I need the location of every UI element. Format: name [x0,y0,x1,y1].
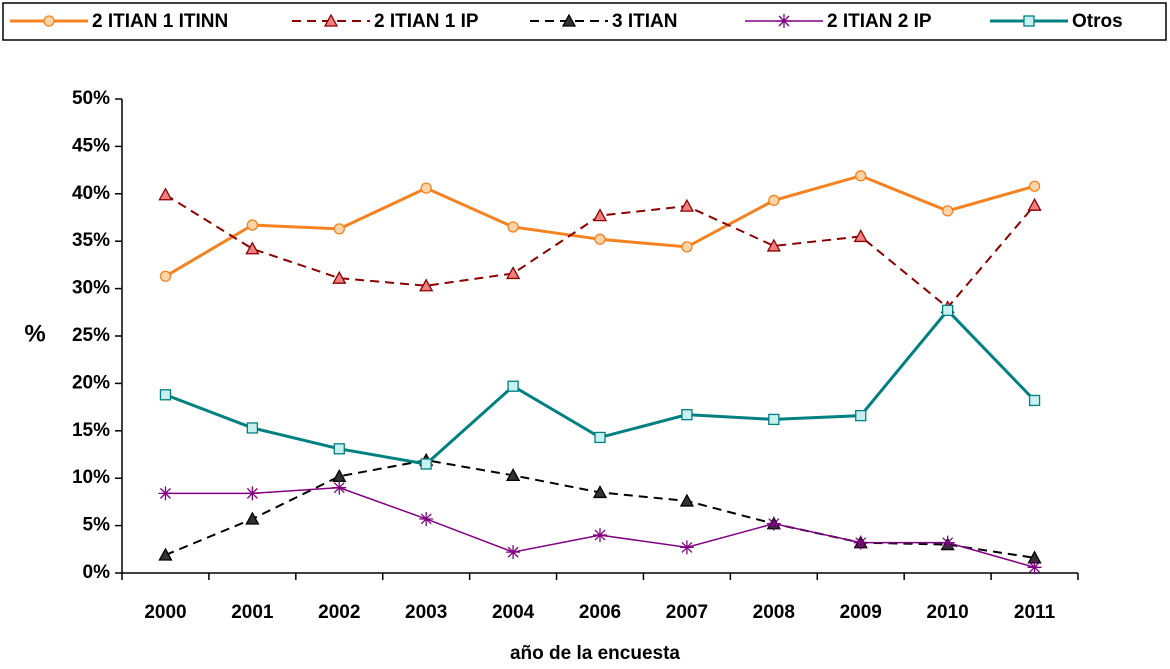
series [159,304,1041,470]
marker [333,443,345,455]
marker [1028,394,1041,407]
x-tick-label: 2009 [840,602,882,623]
y-tick-label: 5% [83,515,111,536]
marker [594,233,606,245]
marker [158,187,173,201]
marker [246,219,259,231]
marker [333,223,345,235]
marker [853,229,868,243]
series-line [164,174,1035,278]
marker [853,535,868,550]
y-tick-label: 0% [83,562,111,583]
x-tick-label: 2006 [579,602,621,623]
series [158,480,1042,575]
marker [941,205,954,217]
marker [245,486,260,501]
y-tick-label: 10% [72,467,110,488]
legend-label: 2 ITIAN 1 ITINN [92,11,228,32]
legend-box [2,2,1167,41]
x-tick-label: 2003 [405,602,447,623]
marker [506,545,521,560]
marker [159,270,172,282]
marker [855,170,867,182]
x-tick-label: 2011 [1014,602,1056,623]
marker [245,511,260,525]
marker [507,380,519,392]
marker [505,467,521,482]
marker [679,493,695,507]
y-tick-label: 40% [72,183,110,204]
marker [594,431,606,444]
marker [940,535,955,550]
marker [246,422,259,434]
marker [419,278,434,292]
legend-label: 2 ITIAN 1 IP [374,11,479,32]
marker [592,485,608,499]
marker [1023,15,1035,27]
marker [681,241,693,253]
marker [679,540,694,555]
marker [1027,197,1042,211]
legend-label: 3 ITIAN [612,11,677,32]
marker [1028,180,1041,192]
marker [505,266,521,280]
marker [43,15,55,27]
marker [768,413,780,426]
marker [855,409,867,422]
marker [1027,560,1042,575]
marker [159,389,172,401]
marker [323,13,339,27]
y-axis-label: % [24,320,45,347]
y-tick-label: 45% [72,135,110,156]
marker [592,208,608,222]
x-tick-label: 2000 [144,602,186,623]
marker [420,458,432,470]
x-axis-label: año de la encuesta [510,643,680,664]
y-tick-label: 50% [72,88,110,109]
marker [768,194,780,207]
marker [507,221,519,233]
y-tick-label: 15% [72,420,110,441]
marker [679,198,695,212]
marker [332,270,347,284]
marker [419,511,434,526]
y-tick-label: 25% [72,325,110,346]
marker [941,304,954,317]
x-tick-label: 2008 [753,602,795,623]
marker [593,528,607,543]
series-line [165,486,1035,569]
y-tick-label: 30% [72,278,110,299]
marker [777,14,791,28]
marker [332,480,347,495]
x-tick-label: 2001 [231,602,274,623]
marker [561,13,577,27]
series [158,187,1042,314]
x-tick-label: 2007 [666,602,708,623]
legend-label: Otros [1072,11,1123,32]
marker [420,182,432,194]
series [158,452,1042,564]
marker [158,547,173,561]
marker [766,516,781,531]
x-tick-label: 2010 [926,602,968,623]
x-tick-label: 2002 [318,602,360,623]
marker [766,238,781,252]
y-tick-label: 20% [72,372,110,393]
series [159,170,1041,282]
marker [245,241,260,255]
legend-label: 2 ITIAN 2 IP [827,11,932,32]
marker [158,486,173,501]
marker [681,409,693,421]
x-tick-label: 2004 [492,602,535,623]
y-tick-label: 35% [72,230,110,251]
